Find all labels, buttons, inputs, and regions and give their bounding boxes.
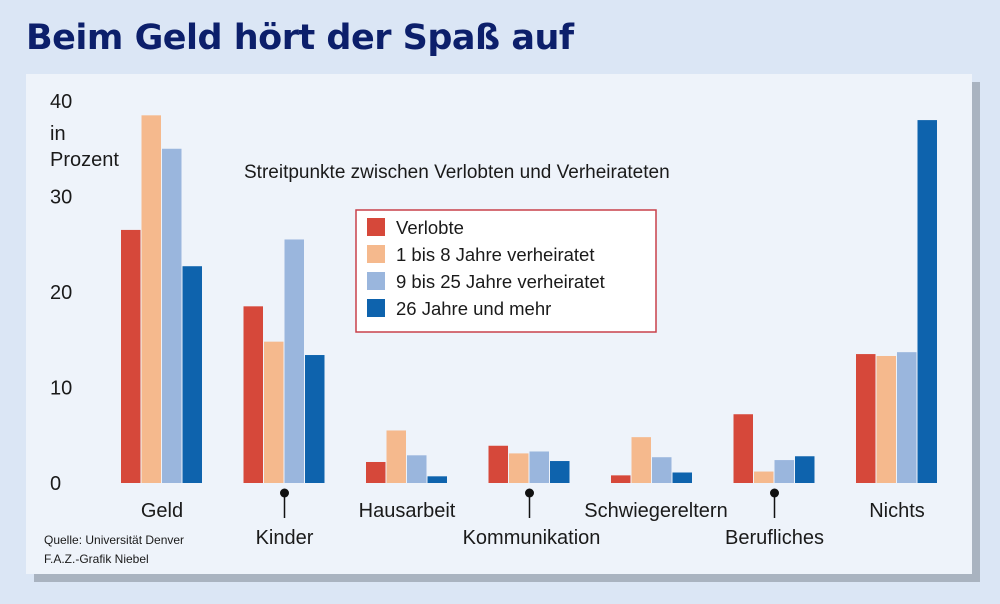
legend-swatch	[367, 218, 385, 236]
category-label: Nichts	[869, 500, 925, 522]
y-tick-label: 30	[50, 187, 72, 209]
legend-swatch	[367, 272, 385, 290]
bar	[876, 355, 896, 483]
category-label: Hausarbeit	[359, 500, 456, 522]
bar	[733, 414, 753, 483]
category-label: Schwiegereltern	[584, 500, 727, 522]
bar	[795, 456, 815, 483]
page-title: Beim Geld hört der Spaß auf	[26, 18, 574, 58]
y-tick-label: 20	[50, 282, 72, 304]
bar	[774, 460, 794, 483]
bar	[856, 354, 876, 483]
legend-label: 9 bis 25 Jahre verheiratet	[396, 271, 605, 292]
chart-panel: 0 10 20 30 40 in Prozent Streitpunkte zwisch…	[26, 74, 972, 574]
bar	[550, 461, 570, 483]
bar	[427, 476, 447, 483]
bar	[243, 306, 263, 483]
legend-swatch	[367, 299, 385, 317]
bar	[366, 461, 386, 483]
legend-label: Verlobte	[396, 217, 464, 238]
bar	[611, 475, 631, 483]
category-label: Kommunikation	[463, 527, 601, 549]
category-label: Berufliches	[725, 527, 824, 549]
legend-swatch	[367, 245, 385, 263]
bar	[121, 229, 141, 483]
bar	[407, 455, 427, 483]
bar-chart: 0 10 20 30 40 in Prozent Streitpunkte zwisch…	[44, 91, 937, 566]
bar	[284, 239, 304, 483]
bar	[509, 453, 529, 483]
category-labels: Geld Kinder Hausarbeit Kommunikation Schwieg…	[141, 488, 925, 549]
chart-subtitle: Streitpunkte zwischen Verlobten und Verh…	[244, 162, 670, 183]
source-line-1: Quelle: Universität Denver	[44, 533, 184, 547]
bar	[652, 457, 672, 483]
y-axis: 0 10 20 30 40	[50, 91, 72, 495]
legend-label: 26 Jahre und mehr	[396, 298, 551, 319]
bar	[264, 341, 284, 483]
legend-box	[355, 209, 657, 333]
legend: Verlobte 1 bis 8 Jahre verheiratet 9 bis 2…	[355, 209, 657, 333]
legend-items: Verlobte 1 bis 8 Jahre verheiratet 9 bis 2…	[367, 217, 605, 319]
source-line-2: F.A.Z.-Grafik Niebel	[44, 552, 149, 566]
bar	[141, 115, 161, 483]
y-tick-label: 40	[50, 91, 72, 113]
bar	[917, 120, 937, 483]
bar	[672, 472, 692, 483]
bar	[182, 266, 202, 483]
bars	[121, 115, 937, 483]
y-tick-label: 10	[50, 378, 72, 400]
bar	[631, 437, 651, 483]
category-label: Kinder	[256, 527, 314, 549]
category-label: Geld	[141, 500, 183, 522]
bar	[529, 451, 549, 483]
bar	[754, 471, 774, 483]
y-axis-label-line-2: Prozent	[50, 149, 119, 171]
bar	[386, 430, 406, 483]
bar	[162, 148, 182, 483]
legend-label: 1 bis 8 Jahre verheiratet	[396, 244, 594, 265]
y-axis-label-line-1: in	[50, 123, 66, 145]
bar	[488, 445, 508, 483]
bar	[897, 352, 917, 483]
y-tick-label: 0	[50, 473, 61, 495]
bar	[305, 355, 325, 483]
